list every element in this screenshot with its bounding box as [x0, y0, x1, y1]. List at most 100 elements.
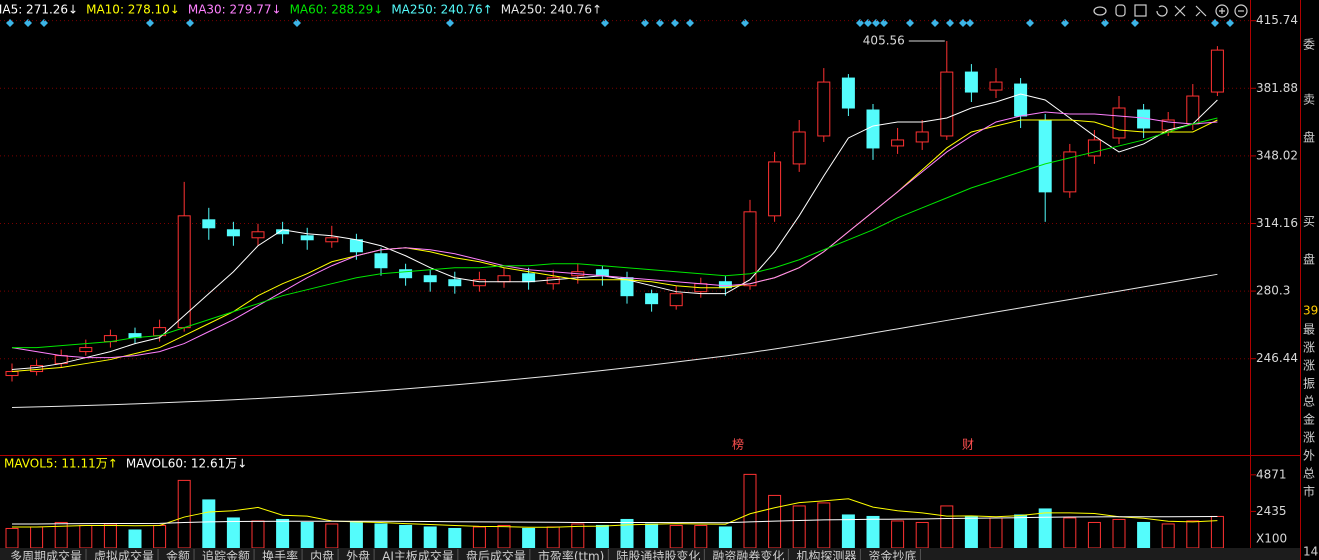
candle-body — [177, 215, 191, 329]
signal-diamond — [1101, 19, 1109, 27]
candle-body — [595, 269, 609, 277]
side-panel-text: 39 — [1303, 304, 1318, 318]
volume-bar — [571, 523, 585, 549]
candle-body — [940, 71, 954, 137]
zoom-out-icon[interactable] — [1234, 4, 1248, 18]
hand-icon[interactable] — [1115, 4, 1126, 17]
volume-bar — [1186, 520, 1200, 549]
volume-bar — [1137, 521, 1151, 549]
tab[interactable]: 融资融券变化 — [712, 549, 784, 560]
y-tick-label: 381.88 — [1256, 81, 1298, 95]
event-marker[interactable]: 榜 — [732, 437, 744, 452]
side-panel-text: 总 — [1303, 467, 1315, 481]
ma-line — [11, 273, 1218, 408]
tool-icon[interactable] — [1195, 5, 1207, 17]
side-panel-text: 盘 — [1303, 252, 1315, 267]
legend-entry: MA30: 279.77↓ — [188, 3, 282, 17]
side-panel-text: 最 — [1303, 323, 1315, 337]
side-panel-text: 市 — [1303, 484, 1315, 499]
volume-bar — [1087, 521, 1101, 549]
candle-body — [964, 71, 978, 93]
volume-bar — [472, 526, 486, 549]
tab[interactable]: 市盈率(ttm) — [538, 549, 604, 560]
tab[interactable]: 资金抄底 — [868, 549, 916, 560]
candle-body — [522, 273, 536, 283]
candle-body — [226, 229, 240, 237]
signal-diamond — [741, 19, 749, 27]
event-marker[interactable]: 财 — [962, 438, 974, 452]
signal-diamond — [872, 19, 880, 27]
tab[interactable]: AI主板成交量 — [382, 549, 454, 560]
volume-bar — [349, 521, 363, 549]
volume-bar — [620, 518, 634, 549]
tab[interactable]: 虚拟成交量 — [94, 549, 154, 560]
zoom-in-icon[interactable] — [1215, 4, 1229, 18]
candle-body — [374, 253, 388, 269]
volume-bar — [595, 524, 609, 549]
volume-bar — [374, 523, 388, 549]
peak-label: 405.56 — [863, 34, 905, 48]
eye-icon[interactable] — [1093, 6, 1107, 16]
candle-body — [1014, 83, 1028, 117]
y-tick-label: 4871 — [1256, 467, 1287, 481]
tab[interactable]: 盘后成交量 — [466, 549, 526, 560]
tab[interactable]: 多周期成交量 — [10, 549, 82, 560]
volume-bar — [743, 473, 757, 549]
tab[interactable]: 换手率 — [262, 549, 298, 560]
legend-entry: MA10: 278.10↓ — [86, 3, 180, 17]
candle-body — [472, 279, 486, 287]
volume-bar — [177, 479, 191, 549]
ma-line — [11, 111, 1218, 359]
tab[interactable]: 内盘 — [310, 549, 334, 560]
candle-body — [325, 237, 339, 243]
candle-body — [546, 277, 560, 285]
select-icon[interactable] — [1134, 4, 1147, 17]
signal-diamond — [864, 19, 872, 27]
side-panel-text: 卖 — [1303, 93, 1315, 107]
side-panel-text: 买 — [1303, 215, 1315, 229]
legend-entry: MA60: 288.29↓ — [290, 3, 384, 17]
volume-bar — [5, 527, 19, 549]
tab[interactable]: 陆股通持股变化 — [616, 549, 700, 560]
signal-diamond — [641, 19, 649, 27]
clear-icon[interactable] — [1174, 5, 1186, 17]
legend-entry: MA5: 271.26↓ — [0, 3, 78, 17]
candle-body — [423, 275, 437, 283]
volume-bar — [128, 529, 142, 549]
y-axis-label: X100 — [1256, 532, 1287, 546]
volume-bar — [1038, 508, 1052, 549]
volume-bar — [817, 502, 831, 549]
side-panel-text: 外 — [1303, 449, 1315, 463]
volume-bar — [423, 526, 437, 549]
mavol-line — [12, 515, 1218, 525]
volume-bar — [300, 521, 314, 549]
candle-body — [1063, 151, 1077, 193]
tab[interactable]: 金额 — [166, 549, 190, 560]
tab[interactable]: 机构探测器 — [796, 549, 856, 560]
ma-line — [11, 119, 1218, 373]
side-panel-text: 总 — [1303, 395, 1315, 409]
signal-diamond — [293, 19, 301, 27]
volume-bar — [79, 524, 93, 549]
volume-bar — [522, 527, 536, 549]
volume-bar — [226, 517, 240, 549]
volume-bar — [399, 524, 413, 549]
candle-body — [251, 231, 265, 239]
candle-body — [1087, 139, 1101, 157]
tab[interactable]: 追踪金额 — [202, 549, 250, 560]
candle-body — [792, 131, 806, 165]
side-panel-text: 振 — [1303, 377, 1315, 391]
volume-bar — [448, 527, 462, 549]
y-tick-label: 2435 — [1256, 504, 1287, 518]
candle-body — [1112, 107, 1126, 139]
legend-entry: MA250: 240.76↑ — [501, 3, 602, 17]
tab[interactable]: 外盘 — [346, 549, 370, 560]
y-tick-label: 415.74 — [1256, 13, 1298, 27]
volume-bar — [546, 526, 560, 549]
candle-body — [768, 161, 782, 217]
legend-entry: MAVOL60: 12.61万↓ — [126, 457, 247, 471]
volume-bar — [251, 520, 265, 549]
undo-icon[interactable] — [1156, 5, 1168, 17]
